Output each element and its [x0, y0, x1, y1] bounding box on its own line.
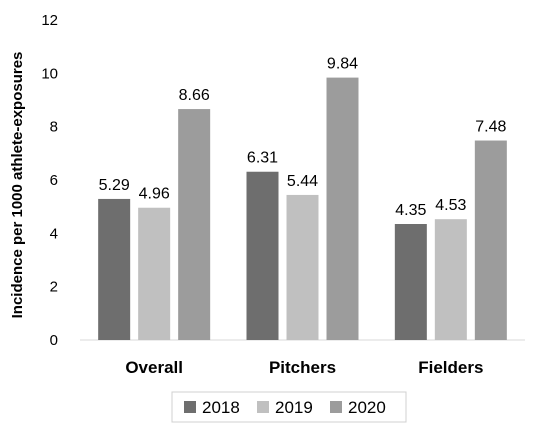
legend: 2018 2019 2020 [171, 391, 407, 423]
y-tick-label: 2 [50, 279, 58, 296]
bar-overall-2018 [98, 198, 131, 340]
legend-swatch-2020 [330, 401, 342, 413]
bar-overall-2020 [178, 109, 211, 340]
data-label: 4.53 [435, 197, 466, 214]
y-tick-label: 4 [50, 225, 58, 242]
data-label: 9.84 [327, 56, 358, 73]
x-tick-label: Pitchers [269, 358, 336, 377]
legend-swatch-2018 [184, 401, 196, 413]
legend-label-2019: 2019 [275, 398, 313, 417]
y-tick-label: 10 [41, 65, 58, 82]
y-axis-title: Incidence per 1000 athlete-exposures [9, 52, 26, 319]
data-labels: 5.29 4.96 8.66 6.31 5.44 9.84 4.35 4.53 7.48 [99, 56, 507, 219]
x-tick-label: Fielders [418, 358, 483, 377]
legend-label-2018: 2018 [202, 398, 240, 417]
data-label: 4.35 [395, 202, 426, 219]
y-tick-label: 12 [41, 12, 58, 29]
legend-label-2020: 2020 [348, 398, 386, 417]
bar-pitchers-2018 [246, 171, 279, 340]
bar-pitchers-2020 [326, 77, 359, 340]
data-label: 6.31 [247, 150, 278, 167]
data-label: 8.66 [179, 87, 210, 104]
y-tick-label: 6 [50, 172, 58, 189]
legend-swatch-2019 [257, 401, 269, 413]
data-label: 4.96 [139, 186, 170, 203]
category-labels: Overall Pitchers Fielders [125, 358, 483, 377]
y-axis-ticks: 0 2 4 6 8 10 12 [41, 12, 58, 349]
bar-fielders-2020 [474, 140, 507, 340]
bar-pitchers-2019 [286, 194, 319, 340]
data-label: 5.44 [287, 173, 318, 190]
bar-fielders-2018 [394, 224, 427, 340]
y-tick-label: 0 [50, 332, 58, 349]
y-tick-label: 8 [50, 119, 58, 136]
bar-fielders-2019 [434, 219, 467, 340]
data-label: 5.29 [99, 177, 130, 194]
data-label: 7.48 [475, 119, 506, 136]
bars [98, 77, 507, 340]
legend-frame [171, 391, 407, 423]
x-tick-label: Overall [125, 358, 183, 377]
bar-overall-2019 [138, 207, 171, 340]
